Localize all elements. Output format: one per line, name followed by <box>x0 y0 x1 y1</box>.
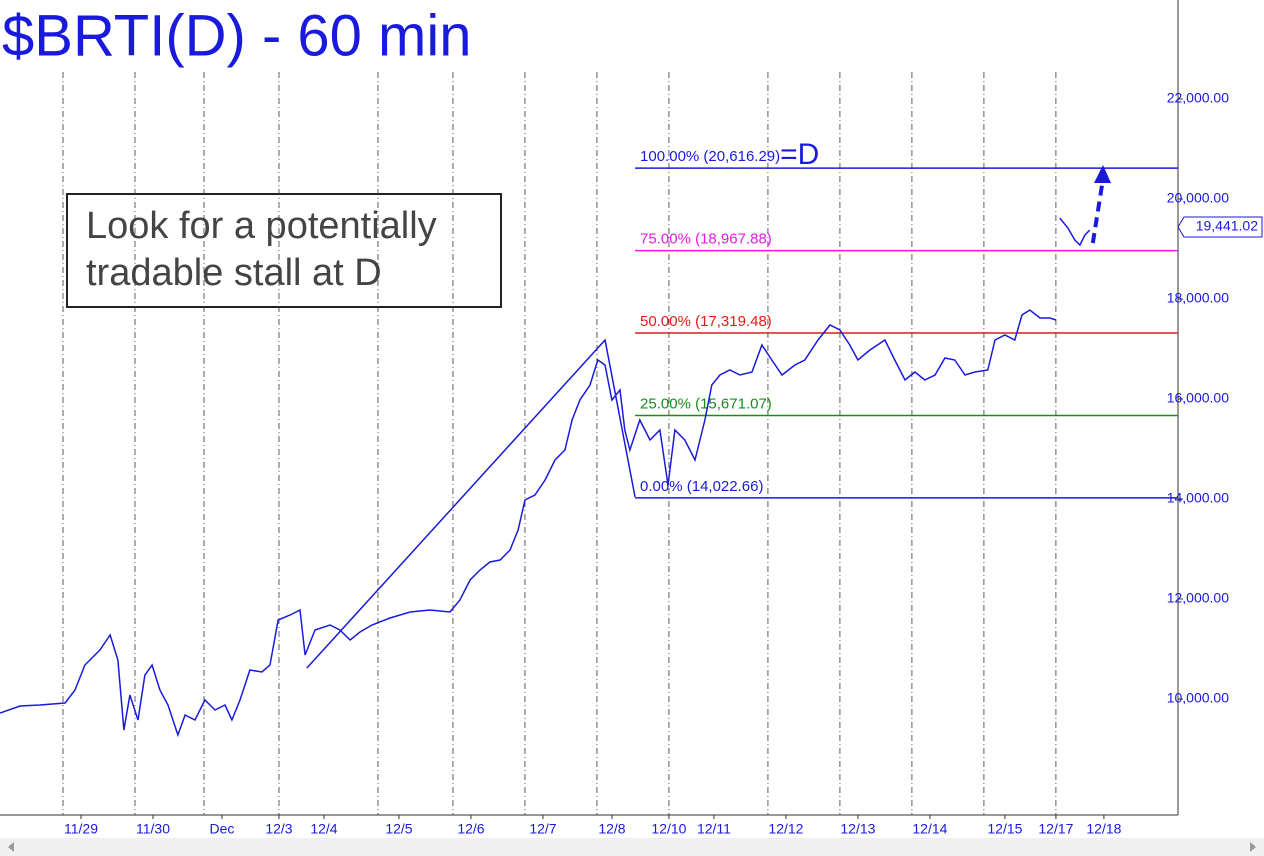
y-tick-label: 12,000.00 <box>1167 590 1229 606</box>
annotation: Look for a potentially <box>86 205 437 247</box>
x-tick-label: 12/14 <box>912 821 947 837</box>
projection-arrow <box>1090 178 1105 244</box>
x-tick-label: 12/6 <box>457 821 484 837</box>
x-tick-label: 12/8 <box>598 821 625 837</box>
abcd-pattern <box>306 338 636 669</box>
x-tick-label: 12/13 <box>840 821 875 837</box>
target-label: =D <box>780 138 819 171</box>
scrollbar[interactable] <box>0 838 1264 856</box>
x-tick-label: 12/4 <box>310 821 337 837</box>
y-tick-label: 10,000.00 <box>1167 690 1229 706</box>
x-tick-label: 12/17 <box>1038 821 1073 837</box>
annotation: tradable stall at D <box>86 252 382 294</box>
y-tick-label: 14,000.00 <box>1167 490 1229 506</box>
x-tick-label: 12/7 <box>529 821 556 837</box>
scrollbar-track[interactable] <box>0 838 1264 856</box>
x-tick-label: Dec <box>210 821 235 837</box>
y-tick-label: 22,000.00 <box>1167 90 1229 106</box>
fib-label: 100.00% (20,616.29) <box>640 148 780 165</box>
fib-label: 0.00% (14,022.66) <box>640 478 763 495</box>
scroll-left[interactable] <box>8 842 14 852</box>
arrow-head <box>1094 165 1112 183</box>
x-tick-label: 11/29 <box>64 821 98 837</box>
y-tick-label: 16,000.00 <box>1167 390 1229 406</box>
fib-label: 25.00% (15,671.07) <box>640 395 772 412</box>
y-tick-label: 18,000.00 <box>1167 290 1229 306</box>
last-price-label: 19,441.02 <box>1196 218 1258 234</box>
x-tick-label: 12/5 <box>385 821 412 837</box>
scroll-right[interactable] <box>1250 842 1256 852</box>
x-tick-label: 12/15 <box>987 821 1022 837</box>
last-price-box <box>1177 216 1263 238</box>
x-tick-label: 12/11 <box>697 821 731 837</box>
y-tick-label: 20,000.00 <box>1167 190 1229 206</box>
fib-label: 75.00% (18,967.88) <box>640 231 772 248</box>
annotation-box <box>66 193 502 308</box>
chart-title: $BRTI(D) - 60 min <box>2 3 471 68</box>
x-tick-label: 12/12 <box>768 821 803 837</box>
x-tick-label: 11/30 <box>136 821 170 837</box>
x-tick-label: 12/10 <box>651 821 686 837</box>
x-tick-label: 12/3 <box>265 821 292 837</box>
price-line <box>0 217 1091 738</box>
fib-label: 50.00% (17,319.48) <box>640 313 772 330</box>
x-tick-label: 12/18 <box>1086 821 1121 837</box>
